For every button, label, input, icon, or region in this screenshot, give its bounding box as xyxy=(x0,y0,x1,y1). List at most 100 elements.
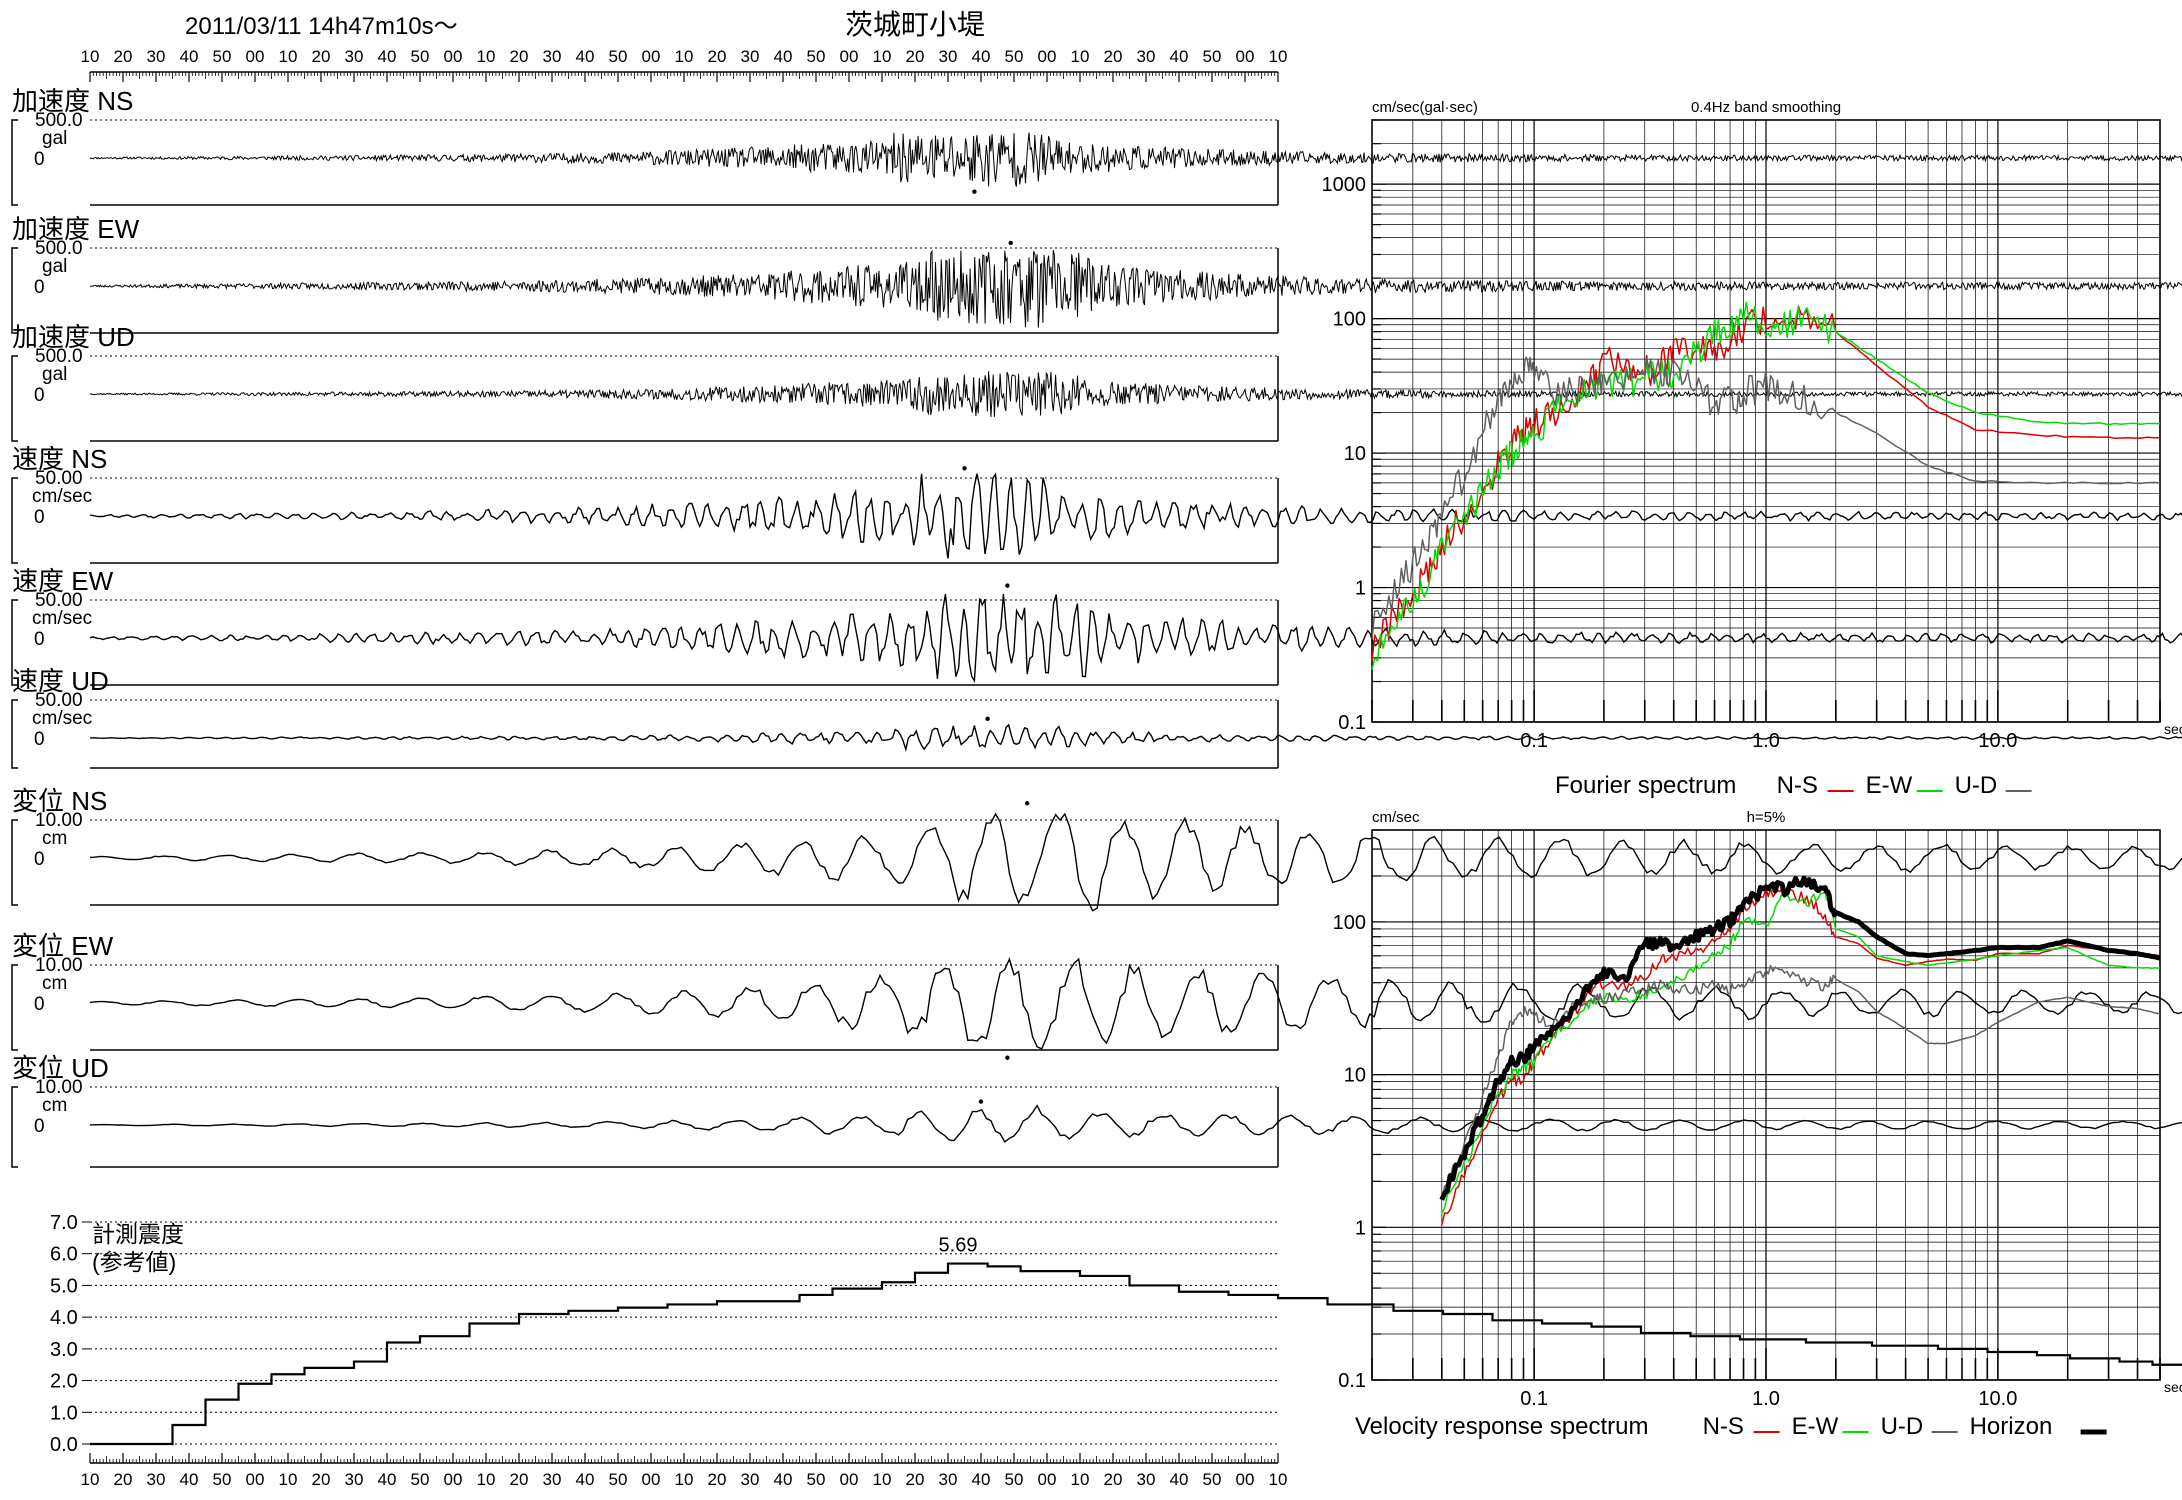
legend-label: Horizon xyxy=(1970,1413,2053,1440)
time-axis-top-tick-label: 00 xyxy=(840,47,859,66)
time-axis-bottom-tick-label: 00 xyxy=(1236,1470,1255,1489)
time-axis-top-tick-label: 30 xyxy=(543,47,562,66)
spectrum-note: h=5% xyxy=(1747,809,1786,826)
waveform-trace xyxy=(89,956,2182,1050)
panel-title: 変位 EW xyxy=(12,931,114,961)
intensity-tick-label: 6.0 xyxy=(50,1244,78,1266)
time-axis-top-tick-label: 40 xyxy=(774,47,793,66)
panel-title: 変位 UD xyxy=(12,1053,109,1083)
time-axis-bottom-tick-label: 20 xyxy=(1104,1470,1123,1489)
time-axis-top-tick-label: 30 xyxy=(1137,47,1156,66)
time-axis-bottom-tick-label: 50 xyxy=(213,1470,232,1489)
time-axis-bottom-tick-label: 30 xyxy=(1137,1470,1156,1489)
legend-label: U-D xyxy=(1955,772,1998,799)
spectrum-caption: Fourier spectrum xyxy=(1555,772,1736,799)
panel-title: 加速度 NS xyxy=(12,86,133,116)
velocity-response-panel: 0.1 1 10 100 0.1 1.0 10.0 sec cm/sec h=5% Velocity… xyxy=(1333,809,2182,1440)
spectrum-series-ud xyxy=(1371,356,2161,640)
panel-title: 加速度 UD xyxy=(12,322,135,352)
zero-label: 0 xyxy=(34,385,45,406)
intensity-tick-label: 5.0 xyxy=(50,1275,78,1297)
spectrum-x-unit: sec xyxy=(2164,1379,2182,1395)
intensity-title: 計測震度 xyxy=(92,1221,184,1247)
waveform-trace xyxy=(89,371,2182,418)
time-axis-bottom-tick-label: 30 xyxy=(939,1470,958,1489)
zero-label: 0 xyxy=(34,507,45,528)
legend-label: U-D xyxy=(1881,1413,1924,1440)
spectrum-xtick-label: 0.1 xyxy=(1520,730,1548,752)
time-axis-bottom-tick-label: 00 xyxy=(642,1470,661,1489)
scale-unit: cm/sec xyxy=(32,708,92,729)
spectrum-frame xyxy=(1371,829,2161,1381)
intensity-tick-label: 0.0 xyxy=(50,1434,78,1456)
panel-bracket xyxy=(11,819,18,906)
panel-bracket xyxy=(11,1086,18,1168)
time-axis-bottom-tick-label: 30 xyxy=(543,1470,562,1489)
time-axis-top-tick-label: 20 xyxy=(906,47,925,66)
spectrum-ytick-label: 0.1 xyxy=(1338,712,1366,734)
time-axis-bottom-tick-label: 20 xyxy=(114,1470,133,1489)
time-axis-top-tick-label: 00 xyxy=(1236,47,1255,66)
time-axis-top-tick-label: 10 xyxy=(1269,47,1288,66)
legend-label: E-W xyxy=(1866,772,1913,799)
time-axis-bottom-tick-label: 20 xyxy=(708,1470,727,1489)
peak-marker xyxy=(972,189,977,194)
spectrum-series-ew xyxy=(1371,301,2161,670)
time-axis-top-tick-label: 00 xyxy=(1038,47,1057,66)
zero-label: 0 xyxy=(34,849,45,870)
spectrum-frame xyxy=(1371,119,2161,723)
time-axis-top-tick-label: 10 xyxy=(1071,47,1090,66)
peak-marker xyxy=(962,466,967,471)
time-axis-bottom-tick-label: 50 xyxy=(411,1470,430,1489)
time-axis-bottom-tick-label: 50 xyxy=(807,1470,826,1489)
time-axis-top-tick-label: 30 xyxy=(939,47,958,66)
spectrum-caption: Velocity response spectrum xyxy=(1355,1413,1648,1440)
time-axis-bottom-tick-label: 00 xyxy=(444,1470,463,1489)
time-axis-bottom-tick-label: 20 xyxy=(510,1470,529,1489)
panel-title: 速度 UD xyxy=(12,666,109,696)
spectrum-xtick-label: 10.0 xyxy=(1978,730,2017,752)
time-axis-bottom-tick-label: 30 xyxy=(741,1470,760,1489)
time-axis-bottom-tick-label: 40 xyxy=(774,1470,793,1489)
spectrum-x-unit: sec xyxy=(2164,721,2182,737)
time-axis-top-tick-label: 20 xyxy=(114,47,133,66)
waveform-trace xyxy=(89,812,2182,912)
panel-bracket xyxy=(11,247,18,334)
scale-unit: gal xyxy=(42,128,67,149)
panel-title: 速度 NS xyxy=(12,444,107,474)
time-axis-top-tick-label: 40 xyxy=(378,47,397,66)
spectrum-xtick-label: 1.0 xyxy=(1752,730,1780,752)
scale-value: 50.00 xyxy=(35,468,83,489)
panel-bracket xyxy=(11,964,18,1051)
waveform-trace xyxy=(89,593,2182,684)
peak-marker xyxy=(985,716,990,721)
time-axis-top-tick-label: 40 xyxy=(1170,47,1189,66)
time-axis-bottom-tick-label: 50 xyxy=(609,1470,628,1489)
intensity-subtitle: (参考値) xyxy=(92,1249,176,1275)
time-axis-bottom-tick-label: 40 xyxy=(972,1470,991,1489)
time-axis-bottom-tick-label: 10 xyxy=(1071,1470,1090,1489)
spectrum-xtick-label: 1.0 xyxy=(1752,1388,1780,1410)
time-axis-bottom-tick-label: 40 xyxy=(180,1470,199,1489)
time-axis-top-tick-label: 10 xyxy=(873,47,892,66)
time-axis-top-tick-label: 00 xyxy=(246,47,265,66)
time-axis-top-tick-label: 30 xyxy=(345,47,364,66)
panel-bracket xyxy=(11,119,18,206)
time-axis-top-tick-label: 00 xyxy=(642,47,661,66)
time-axis-bottom-tick-label: 10 xyxy=(873,1470,892,1489)
time-axis-bottom-tick-label: 00 xyxy=(246,1470,265,1489)
time-axis-bottom-tick-label: 10 xyxy=(477,1470,496,1489)
zero-label: 0 xyxy=(34,729,45,750)
spectrum-ytick-label: 0.1 xyxy=(1338,1370,1366,1392)
scale-value: 50.00 xyxy=(35,590,83,611)
time-axis-bottom-tick-label: 10 xyxy=(81,1470,100,1489)
time-axis-bottom-tick-label: 10 xyxy=(1269,1470,1288,1489)
